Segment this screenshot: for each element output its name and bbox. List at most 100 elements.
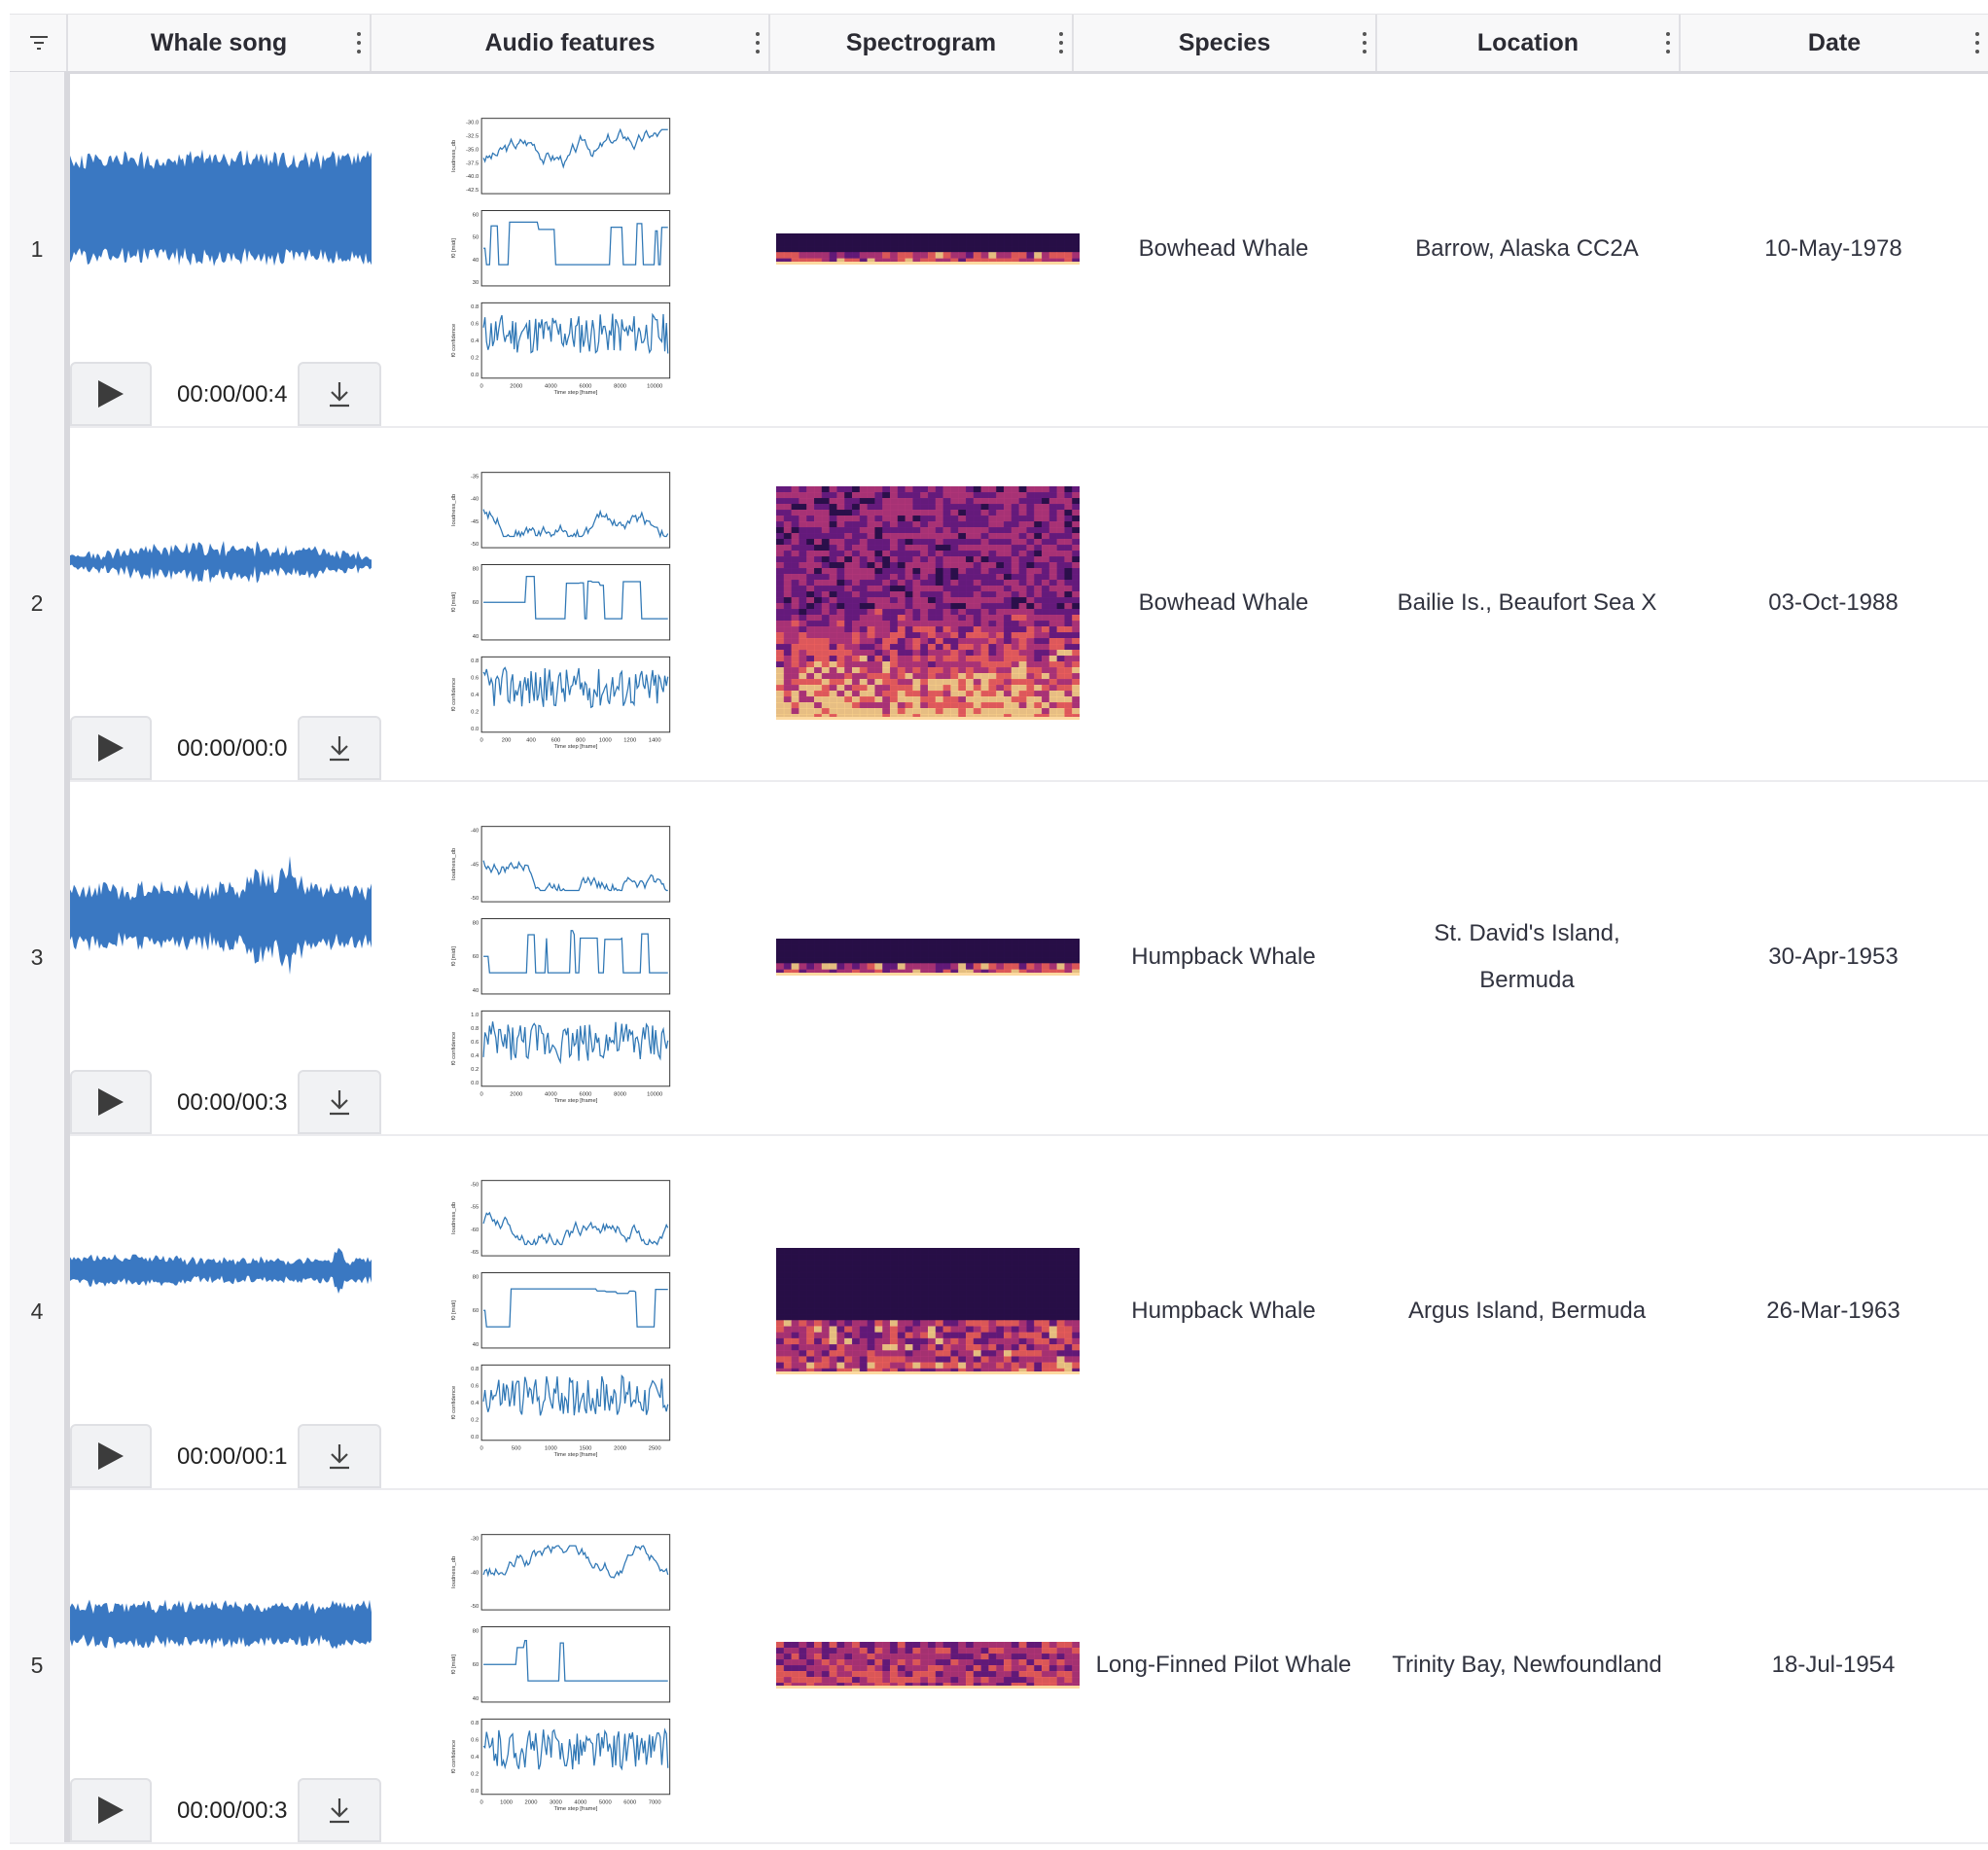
audio-player: 00:00/00:1 — [70, 1134, 381, 1488]
y-tick-label: 40 — [473, 1696, 479, 1702]
download-button[interactable] — [298, 362, 381, 426]
waveform-shape — [70, 541, 372, 584]
y-tick-label: 0.8 — [471, 304, 479, 310]
y-axis-label: f0 confidence — [451, 1386, 457, 1419]
download-button[interactable] — [298, 1424, 381, 1488]
x-tick-label: 8000 — [614, 383, 626, 389]
filter-icon[interactable] — [10, 15, 68, 71]
cell-species: Bowhead Whale — [1138, 589, 1309, 616]
y-axis-label: loudness_db — [451, 140, 457, 172]
waveform-shape — [70, 1599, 372, 1650]
column-header-location[interactable]: Location — [1375, 15, 1679, 71]
spectrogram-image — [776, 486, 1080, 720]
column-header-audio-features[interactable]: Audio features — [370, 15, 768, 71]
cell-location: Trinity Bay, Newfoundland — [1392, 1652, 1662, 1678]
f0-plot: 80 60 40 f0 [midi] — [451, 1626, 671, 1703]
y-tick-label: 60 — [473, 212, 479, 218]
table-row[interactable]: 4 00:00/00:1 -50 -55 -60 -65 loudness_db 80 60 40… — [10, 1134, 1988, 1490]
audio-features-plot: -30.0 -32.5 -35.0 -37.5 -40.0 -42.5 loudness_d… — [451, 118, 671, 396]
column-header-date[interactable]: Date — [1679, 15, 1988, 71]
y-tick-label: 60 — [473, 1308, 479, 1314]
x-tick-label: 0 — [480, 737, 483, 743]
cell-location: St. David's Island, Bermuda — [1434, 920, 1620, 993]
x-tick-label: 4000 — [545, 383, 557, 389]
kebab-menu-icon[interactable] — [1058, 32, 1064, 53]
y-axis-label: f0 [midi] — [451, 238, 457, 259]
download-icon — [330, 1798, 349, 1824]
y-axis-label: f0 [midi] — [451, 1300, 457, 1321]
y-tick-label: 0.2 — [471, 355, 479, 361]
confidence-plot: 1.0 0.8 0.6 0.4 0.2 0.0 f0 confidence — [451, 1010, 671, 1087]
y-tick-label: -42.5 — [466, 188, 479, 194]
audio-features-plot: -35 -40 -45 -50 loudness_db 80 60 40 f0 [midi] 0.… — [451, 472, 671, 750]
y-tick-label: -40 — [471, 1570, 479, 1576]
waveform — [70, 855, 372, 976]
confidence-plot: 0.8 0.6 0.4 0.2 0.0 f0 confidence — [451, 302, 671, 379]
row-index: 3 — [10, 780, 70, 1134]
column-header-label: Spectrogram — [845, 28, 997, 56]
table-row[interactable]: 5 00:00/00:3 -30 -40 -50 loudness_db 80 60 40 f0 … — [10, 1488, 1988, 1844]
y-tick-label: 1.0 — [471, 1013, 479, 1018]
y-tick-label: -40 — [471, 828, 479, 834]
table-row[interactable]: 1 00:00/00:4 -30.0 -32.5 -35.0 -37.5 -40.0 -42.… — [10, 72, 1988, 428]
loudness-plot: -40 -45 -50 loudness_db — [451, 826, 671, 903]
x-tick-label: 7000 — [649, 1799, 661, 1805]
table-row[interactable]: 3 00:00/00:3 -40 -45 -50 loudness_db 80 60 40 f0 … — [10, 780, 1988, 1136]
download-button[interactable] — [298, 716, 381, 780]
x-tick-label: 1000 — [500, 1799, 513, 1805]
confidence-series-line — [482, 312, 669, 354]
audio-features-plot: -40 -45 -50 loudness_db 80 60 40 f0 [midi] 1.0 0.… — [451, 826, 671, 1104]
y-tick-label: 40 — [473, 634, 479, 640]
kebab-menu-icon[interactable] — [1974, 32, 1980, 53]
column-header-label: Location — [1476, 28, 1580, 56]
y-tick-label: 0.8 — [471, 658, 479, 664]
x-tick-label: 1000 — [545, 1445, 557, 1451]
y-axis-label: loudness_db — [451, 1202, 457, 1234]
column-header-spectrogram[interactable]: Spectrogram — [768, 15, 1072, 71]
play-button[interactable] — [70, 362, 152, 426]
loudness-plot: -35 -40 -45 -50 loudness_db — [451, 472, 671, 549]
y-axis-label: f0 [midi] — [451, 1654, 457, 1675]
y-axis-label: f0 confidence — [451, 1032, 457, 1065]
y-tick-label: 0.6 — [471, 1738, 479, 1744]
y-tick-label: 0.0 — [471, 1435, 479, 1441]
download-button[interactable] — [298, 1070, 381, 1134]
y-tick-label: 30 — [473, 280, 479, 286]
x-tick-label: 800 — [576, 737, 586, 743]
play-button[interactable] — [70, 1778, 152, 1842]
y-tick-label: 60 — [473, 1662, 479, 1668]
play-button[interactable] — [70, 1424, 152, 1488]
column-header-species[interactable]: Species — [1072, 15, 1375, 71]
loudness-series-line — [482, 1545, 669, 1579]
y-tick-label: 0.6 — [471, 322, 479, 328]
column-header-whale-song[interactable]: Whale song — [66, 15, 370, 71]
f0-plot: 80 60 40 f0 [midi] — [451, 1272, 671, 1349]
waveform — [70, 1599, 372, 1650]
table-row[interactable]: 2 00:00/00:0 -35 -40 -45 -50 loudness_db 80 60 40… — [10, 426, 1988, 782]
y-tick-label: -40.0 — [466, 174, 479, 180]
y-tick-label: 0.0 — [471, 373, 479, 378]
y-tick-label: 80 — [473, 1628, 479, 1634]
play-icon — [98, 1442, 124, 1470]
kebab-menu-icon[interactable] — [1362, 32, 1367, 53]
kebab-menu-icon[interactable] — [356, 32, 362, 53]
kebab-menu-icon[interactable] — [1665, 32, 1671, 53]
kebab-menu-icon[interactable] — [755, 32, 761, 53]
x-tick-label: 6000 — [580, 1091, 592, 1097]
y-tick-label: -35 — [471, 474, 479, 480]
download-icon — [330, 382, 349, 408]
waveform-shape — [70, 149, 372, 267]
y-axis-label: f0 [midi] — [451, 946, 457, 967]
play-icon — [98, 1797, 124, 1824]
confidence-series-line — [482, 1021, 669, 1065]
y-tick-label: -60 — [471, 1227, 479, 1233]
y-tick-label: -37.5 — [466, 160, 479, 166]
confidence-plot: 0.8 0.6 0.4 0.2 0.0 f0 confidence — [451, 1718, 671, 1796]
row-index: 5 — [10, 1488, 70, 1842]
y-axis-label: f0 confidence — [451, 678, 457, 711]
x-tick-label: 3000 — [550, 1799, 562, 1805]
play-button[interactable] — [70, 716, 152, 780]
download-button[interactable] — [298, 1778, 381, 1842]
play-button[interactable] — [70, 1070, 152, 1134]
y-axis-label: f0 [midi] — [451, 592, 457, 613]
